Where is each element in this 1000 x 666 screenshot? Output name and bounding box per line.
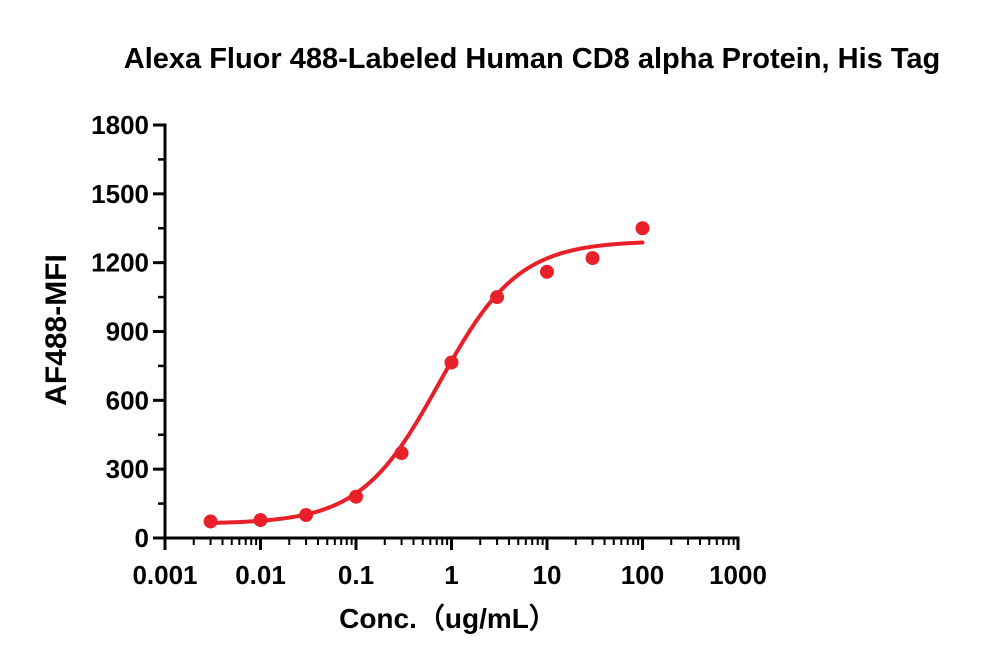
data-point <box>540 264 554 279</box>
data-point <box>444 355 459 370</box>
data-point <box>635 221 650 236</box>
x-tick-label: 1 <box>444 560 458 590</box>
x-tick-label: 100 <box>621 560 664 590</box>
data-points-layer <box>203 221 650 529</box>
data-point <box>253 513 268 528</box>
x-tick-label: 0.001 <box>132 560 197 590</box>
data-point <box>490 290 505 305</box>
y-tick-label: 1800 <box>91 110 149 140</box>
data-point <box>203 514 218 529</box>
chart-title: Alexa Fluor 488-Labeled Human CD8 alpha … <box>124 43 941 75</box>
fit-curve <box>208 240 645 525</box>
x-tick-label: 1000 <box>709 560 767 590</box>
y-tick-label: 1500 <box>91 179 149 209</box>
y-axis: 0 300 600 900 1200 1500 1800 <box>91 110 167 553</box>
data-point <box>349 489 363 504</box>
x-tick-label: 10 <box>533 560 562 590</box>
x-tick-label: 0.01 <box>235 560 286 590</box>
fit-curve-layer <box>208 240 645 525</box>
y-tick-label: 600 <box>106 385 149 415</box>
y-tick-label: 300 <box>106 454 149 484</box>
data-point <box>585 251 600 266</box>
y-tick-label: 900 <box>106 317 149 347</box>
data-point <box>299 508 314 523</box>
x-axis: 0.001 0.01 0.1 1 10 100 1000 <box>132 536 767 590</box>
data-point <box>394 446 409 461</box>
x-axis-label: Conc.（ug/mL） <box>339 602 557 634</box>
y-tick-label: 0 <box>135 523 149 553</box>
y-tick-label: 1200 <box>91 248 149 278</box>
x-tick-label: 0.1 <box>338 560 374 590</box>
y-axis-label: AF488-MFI <box>40 254 73 406</box>
